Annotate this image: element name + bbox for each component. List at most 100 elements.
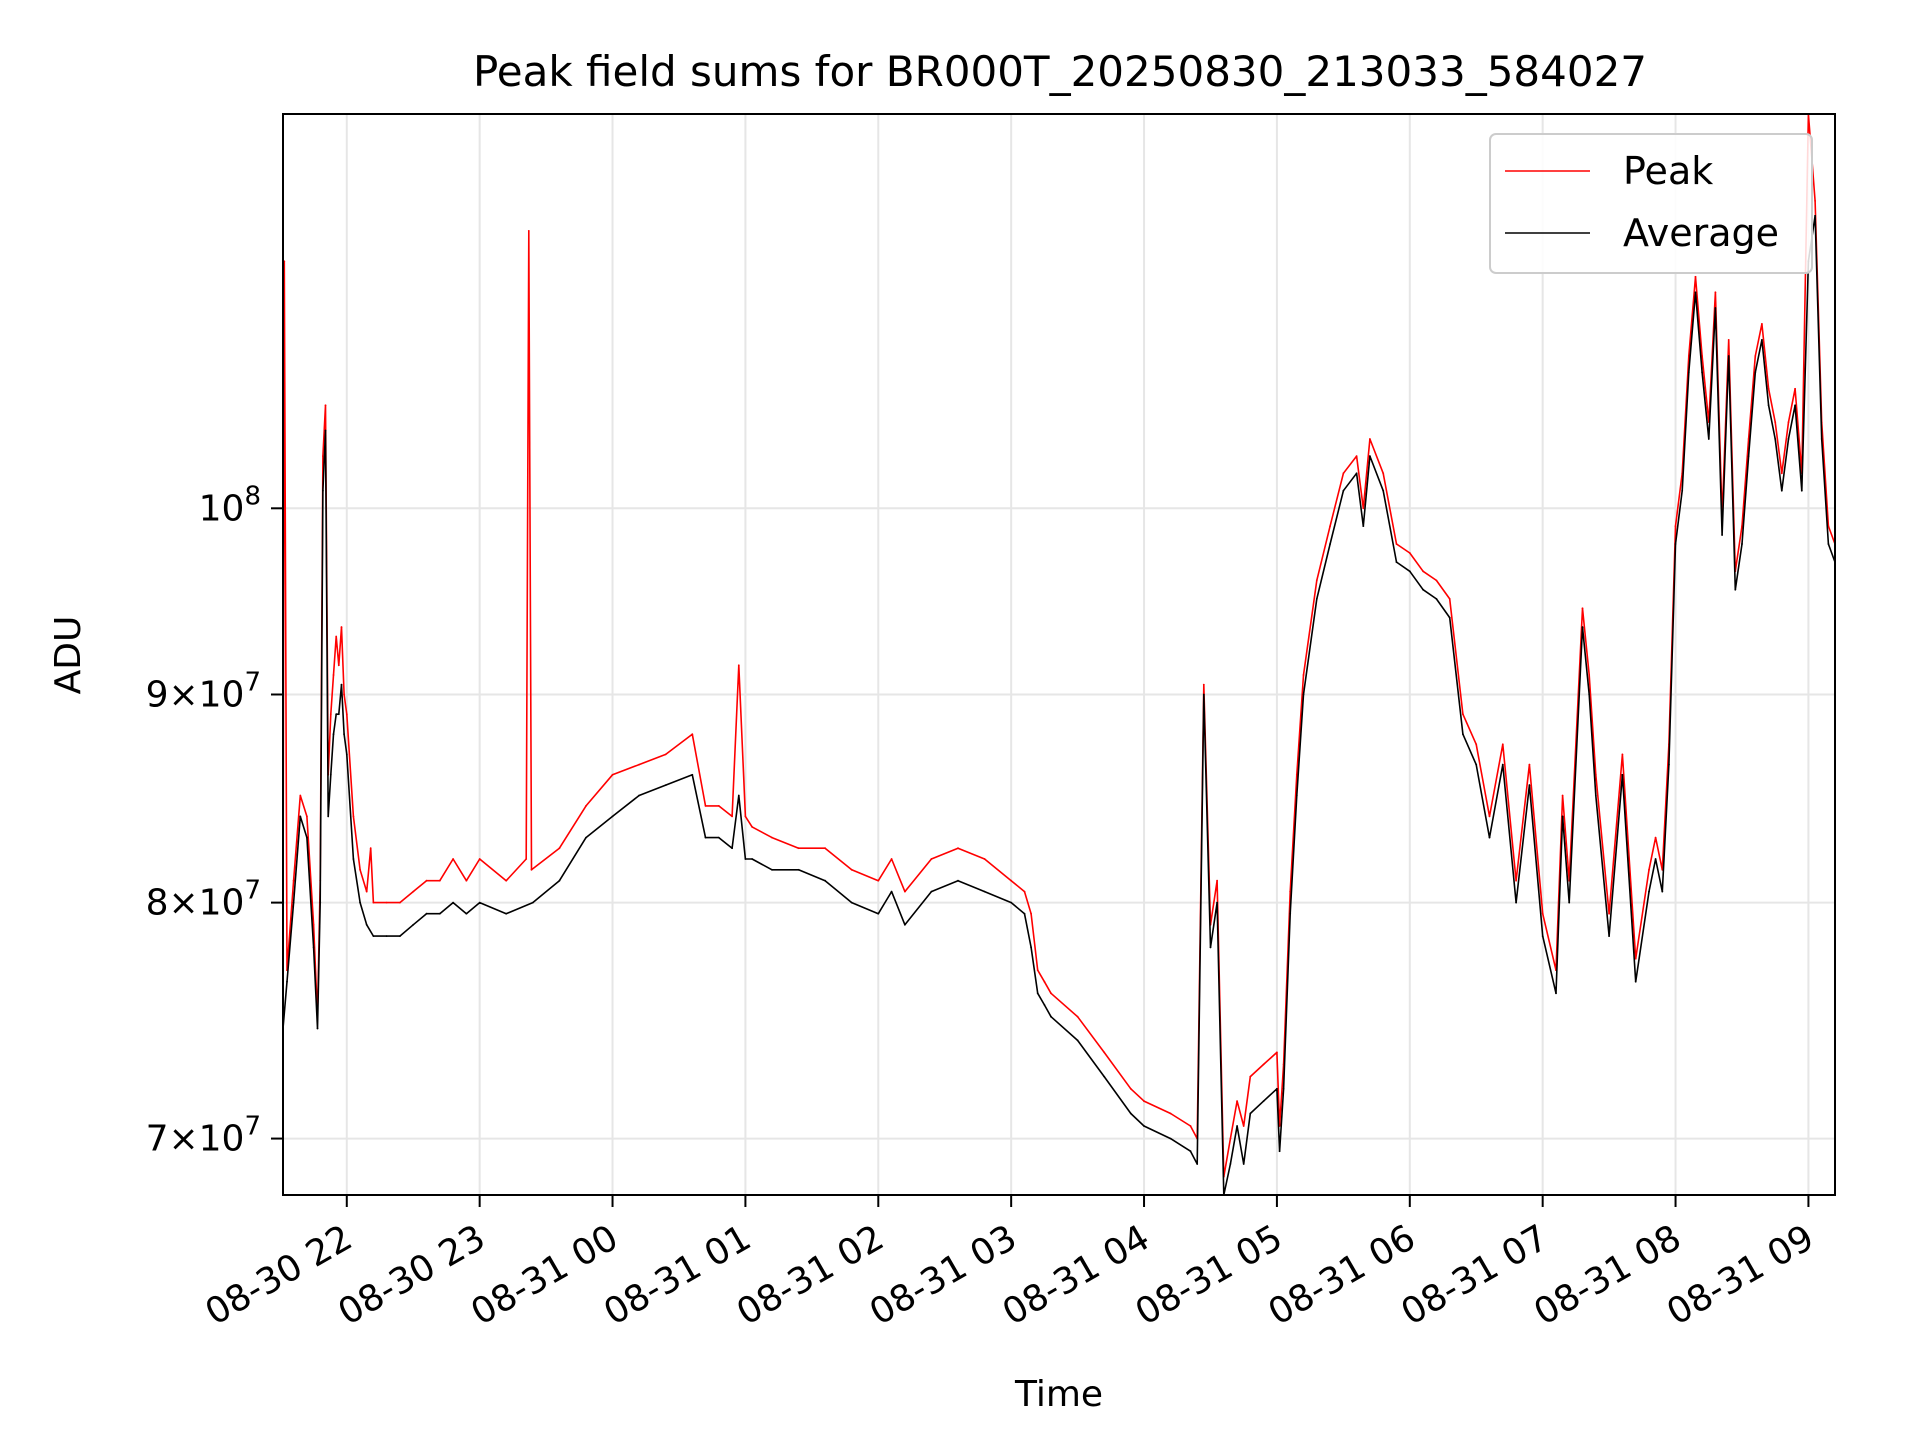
peak-point bbox=[1814, 200, 1816, 202]
peak-point bbox=[1342, 472, 1345, 475]
average-point bbox=[1369, 455, 1371, 457]
peak-point bbox=[1541, 912, 1544, 915]
chart-title: Peak field sums for BR000T_20250830_2130… bbox=[473, 47, 1647, 96]
average-point bbox=[1342, 489, 1345, 492]
peak-point bbox=[1362, 507, 1365, 510]
peak-point bbox=[1036, 969, 1039, 972]
peak-point bbox=[345, 713, 348, 716]
peak-point bbox=[306, 815, 308, 818]
average-point bbox=[1707, 438, 1710, 440]
average-point bbox=[343, 733, 345, 736]
peak-point bbox=[1528, 763, 1531, 766]
peak-point bbox=[292, 879, 295, 882]
average-point bbox=[1103, 1075, 1106, 1078]
average-point bbox=[1734, 588, 1737, 591]
average-point bbox=[1262, 1100, 1265, 1102]
average-point bbox=[1727, 355, 1730, 357]
average-point bbox=[1249, 1112, 1252, 1115]
average-point bbox=[1076, 1039, 1079, 1042]
peak-point bbox=[1315, 579, 1318, 582]
average-point bbox=[1295, 794, 1298, 797]
peak-point bbox=[1355, 455, 1358, 457]
average-point bbox=[704, 836, 707, 839]
average-point bbox=[1681, 489, 1684, 492]
average-point bbox=[1747, 455, 1750, 457]
average-point bbox=[1661, 890, 1664, 893]
peak-point bbox=[1010, 879, 1013, 882]
legend-box bbox=[1489, 133, 1813, 274]
peak-point bbox=[1741, 525, 1743, 527]
peak-point bbox=[1594, 773, 1597, 776]
peak-point bbox=[890, 858, 893, 860]
average-point bbox=[1315, 598, 1318, 600]
peak-point bbox=[1295, 773, 1298, 776]
peak-point bbox=[1129, 1087, 1132, 1090]
average-point bbox=[558, 879, 561, 882]
peak-point bbox=[1043, 980, 1046, 983]
y-axis-label: ADU bbox=[48, 616, 89, 695]
peak-point bbox=[525, 858, 528, 860]
peak-point bbox=[1382, 472, 1385, 475]
average-point bbox=[1050, 1015, 1052, 1018]
peak-point bbox=[1030, 912, 1032, 915]
peak-point bbox=[340, 626, 343, 628]
peak-point bbox=[744, 815, 747, 818]
peak-point bbox=[1023, 890, 1026, 893]
peak-point bbox=[1787, 421, 1790, 423]
grid bbox=[283, 114, 1835, 1195]
average-point bbox=[751, 858, 753, 860]
average-point bbox=[1761, 339, 1763, 341]
average-point bbox=[691, 773, 694, 776]
peak-point bbox=[1462, 713, 1464, 716]
average-point bbox=[1814, 214, 1816, 217]
y-tick-exponent: 7 bbox=[244, 876, 261, 906]
peak-point bbox=[1761, 323, 1763, 325]
average-point bbox=[1714, 307, 1717, 309]
average-point bbox=[1701, 371, 1703, 374]
peak-point bbox=[957, 847, 959, 850]
peak-point bbox=[751, 826, 753, 828]
peak-point bbox=[1189, 1125, 1192, 1127]
y-tick-base: 9×10 bbox=[146, 674, 245, 715]
average-point bbox=[1229, 1163, 1232, 1165]
y-tick-base: 10 bbox=[199, 488, 245, 529]
peak-point bbox=[877, 879, 880, 882]
peak-point bbox=[1422, 570, 1424, 573]
average-point bbox=[1501, 763, 1504, 766]
peak-point bbox=[385, 901, 388, 904]
average-point bbox=[332, 733, 335, 736]
average-point bbox=[1634, 980, 1637, 983]
average-point bbox=[1289, 912, 1292, 915]
average-point bbox=[345, 753, 348, 756]
peak-point bbox=[1249, 1075, 1252, 1078]
peak-point bbox=[359, 868, 361, 871]
series-layer bbox=[282, 113, 1836, 1196]
average-point bbox=[1568, 901, 1571, 904]
peak-point bbox=[527, 230, 530, 232]
average-point bbox=[337, 713, 340, 716]
peak-point bbox=[1076, 1015, 1079, 1018]
average-point bbox=[312, 946, 315, 949]
average-point bbox=[438, 912, 441, 915]
peak-point bbox=[1621, 753, 1624, 756]
peak-point bbox=[337, 664, 340, 667]
peak-point bbox=[1588, 674, 1591, 676]
peak-point bbox=[1747, 438, 1750, 440]
average-point bbox=[385, 935, 388, 937]
average-point bbox=[1555, 992, 1557, 995]
average-point bbox=[1767, 404, 1770, 407]
average-point bbox=[1694, 291, 1697, 294]
peak-point bbox=[369, 847, 372, 850]
peak-point bbox=[824, 847, 826, 850]
average-point bbox=[299, 815, 302, 818]
peak-point bbox=[1276, 1051, 1278, 1054]
peak-point bbox=[1216, 879, 1218, 882]
peak-point bbox=[1767, 387, 1770, 390]
average-point bbox=[1422, 588, 1424, 591]
peak-point bbox=[312, 923, 315, 926]
average-point bbox=[1202, 693, 1205, 696]
peak-point bbox=[1648, 868, 1650, 871]
average-point bbox=[1036, 992, 1039, 995]
average-point bbox=[1043, 1004, 1046, 1006]
